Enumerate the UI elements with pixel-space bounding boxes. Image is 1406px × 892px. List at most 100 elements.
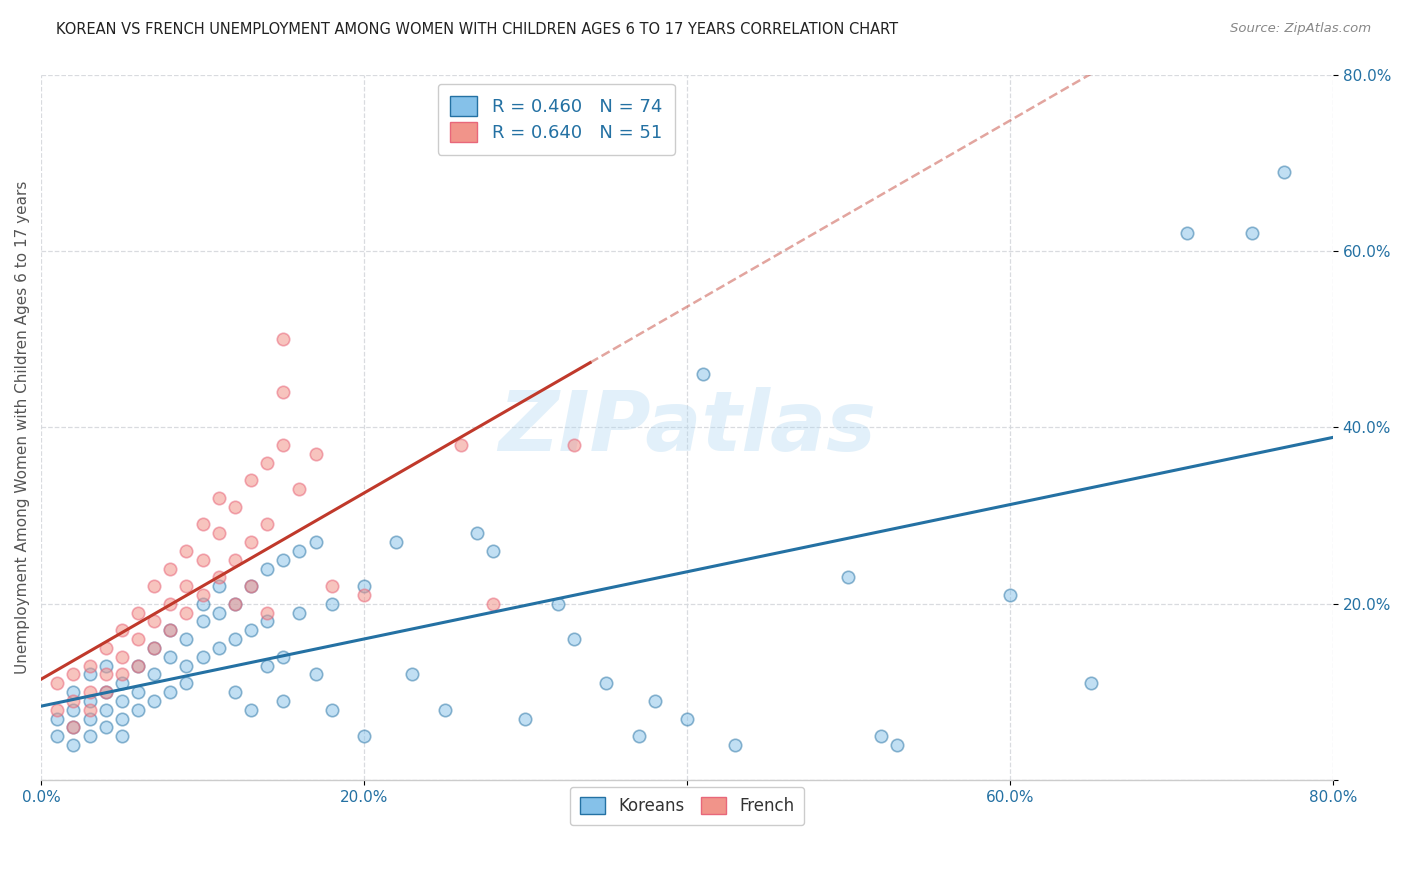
Point <box>837 570 859 584</box>
Point <box>271 553 294 567</box>
Point <box>1080 676 1102 690</box>
Point <box>111 694 134 708</box>
Point <box>224 500 246 514</box>
Point <box>62 720 84 734</box>
Point <box>176 544 198 558</box>
Point <box>143 694 166 708</box>
Point <box>385 535 408 549</box>
Point <box>94 667 117 681</box>
Point <box>271 649 294 664</box>
Point <box>256 615 278 629</box>
Point <box>256 561 278 575</box>
Point <box>869 729 891 743</box>
Point <box>159 685 181 699</box>
Point <box>191 649 214 664</box>
Point <box>127 658 149 673</box>
Point <box>208 606 231 620</box>
Point <box>62 720 84 734</box>
Point <box>304 447 326 461</box>
Point <box>208 570 231 584</box>
Point <box>111 729 134 743</box>
Point <box>450 438 472 452</box>
Point <box>724 738 747 752</box>
Point <box>886 738 908 752</box>
Point <box>143 667 166 681</box>
Point <box>256 456 278 470</box>
Point <box>127 703 149 717</box>
Point <box>547 597 569 611</box>
Point <box>94 685 117 699</box>
Point <box>176 632 198 647</box>
Point <box>143 640 166 655</box>
Point <box>208 640 231 655</box>
Point <box>401 667 423 681</box>
Point <box>465 526 488 541</box>
Point <box>271 694 294 708</box>
Point <box>46 712 69 726</box>
Point <box>515 712 537 726</box>
Point <box>304 535 326 549</box>
Point <box>240 624 263 638</box>
Point <box>79 703 101 717</box>
Point <box>62 694 84 708</box>
Point <box>159 624 181 638</box>
Point <box>562 632 585 647</box>
Point <box>159 561 181 575</box>
Point <box>240 703 263 717</box>
Point <box>353 729 375 743</box>
Point <box>46 676 69 690</box>
Point <box>288 482 311 496</box>
Point <box>256 606 278 620</box>
Text: Source: ZipAtlas.com: Source: ZipAtlas.com <box>1230 22 1371 36</box>
Point <box>94 658 117 673</box>
Point <box>191 588 214 602</box>
Point <box>176 579 198 593</box>
Point <box>998 588 1021 602</box>
Point <box>1241 227 1264 241</box>
Point <box>627 729 650 743</box>
Point <box>224 632 246 647</box>
Point <box>208 579 231 593</box>
Point <box>224 597 246 611</box>
Point <box>692 368 714 382</box>
Point <box>482 544 505 558</box>
Point <box>176 606 198 620</box>
Point <box>111 667 134 681</box>
Point <box>159 597 181 611</box>
Point <box>127 658 149 673</box>
Point <box>111 624 134 638</box>
Point <box>94 703 117 717</box>
Point <box>482 597 505 611</box>
Text: ZIPatlas: ZIPatlas <box>498 387 876 468</box>
Point <box>127 606 149 620</box>
Point <box>321 597 343 611</box>
Point <box>208 526 231 541</box>
Y-axis label: Unemployment Among Women with Children Ages 6 to 17 years: Unemployment Among Women with Children A… <box>15 181 30 674</box>
Point <box>79 685 101 699</box>
Point <box>62 667 84 681</box>
Point <box>224 597 246 611</box>
Point <box>127 685 149 699</box>
Point <box>1177 227 1199 241</box>
Point <box>191 553 214 567</box>
Point <box>159 649 181 664</box>
Text: KOREAN VS FRENCH UNEMPLOYMENT AMONG WOMEN WITH CHILDREN AGES 6 TO 17 YEARS CORRE: KOREAN VS FRENCH UNEMPLOYMENT AMONG WOME… <box>56 22 898 37</box>
Point <box>46 703 69 717</box>
Point <box>46 729 69 743</box>
Point <box>143 640 166 655</box>
Point <box>94 640 117 655</box>
Point <box>127 632 149 647</box>
Point <box>176 658 198 673</box>
Point <box>111 649 134 664</box>
Point <box>288 544 311 558</box>
Point <box>1272 164 1295 178</box>
Point <box>321 579 343 593</box>
Point <box>240 474 263 488</box>
Point <box>143 615 166 629</box>
Point <box>62 685 84 699</box>
Point <box>79 712 101 726</box>
Point <box>159 624 181 638</box>
Point <box>111 712 134 726</box>
Legend: Koreans, French: Koreans, French <box>569 787 804 825</box>
Point <box>191 615 214 629</box>
